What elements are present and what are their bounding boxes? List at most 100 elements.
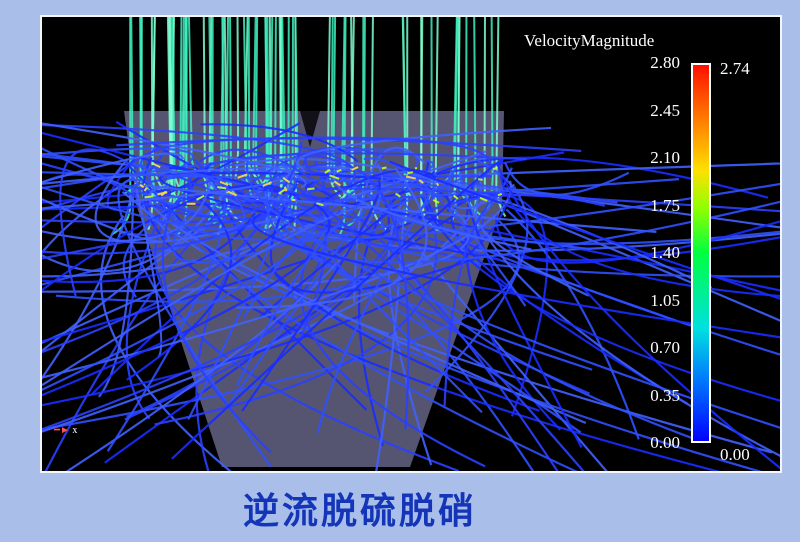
streamline-highlight: [196, 194, 205, 201]
streamline-highlight: [452, 194, 459, 200]
streamline-highlight: [282, 176, 291, 184]
streamline: [392, 173, 780, 245]
colorbar-tick: 1.75: [650, 195, 680, 215]
streamline: [251, 212, 780, 339]
streamline-highlight: [329, 174, 340, 180]
streamline: [236, 167, 428, 309]
streamline: [234, 157, 713, 289]
streamline: [296, 126, 552, 171]
streamline: [42, 199, 397, 431]
streamline: [278, 194, 483, 414]
streamline: [299, 209, 486, 468]
streamline: [42, 162, 332, 217]
streamline-highlight: [395, 192, 401, 198]
streamline: [117, 178, 272, 468]
streamline: [143, 159, 227, 218]
streamline: [235, 184, 445, 387]
streamline: [94, 150, 487, 244]
colorbar-tick: 0.35: [650, 385, 680, 405]
streamline: [171, 158, 504, 460]
axis-triad: ━► x: [54, 425, 78, 436]
streamline: [42, 181, 212, 242]
streamline: [42, 212, 256, 284]
streamline: [148, 185, 587, 425]
streamline-highlight: [262, 181, 272, 187]
streamline-highlight: [405, 175, 416, 180]
streamline-highlight: [479, 196, 488, 202]
colorbar-max-label: 2.74: [720, 59, 750, 78]
streamline: [42, 205, 372, 387]
streamline-highlight: [432, 199, 440, 204]
streamline: [159, 172, 501, 261]
streamline: [42, 122, 307, 189]
streamline-highlight: [144, 195, 154, 199]
streamline: [474, 198, 590, 297]
streamline: [154, 198, 438, 426]
streamline: [42, 165, 291, 210]
streamline-highlight: [407, 171, 414, 175]
streamline: [316, 178, 441, 433]
streamline: [42, 152, 184, 184]
streamline: [42, 147, 457, 237]
streamline: [325, 162, 780, 183]
streamline: [135, 188, 163, 358]
colorbar-min-label: 0.00: [720, 445, 750, 464]
streamline-highlight: [381, 166, 387, 170]
streamline-highlight: [160, 191, 167, 197]
streamline-highlight: [219, 180, 229, 187]
streamline-highlight: [492, 166, 499, 171]
streamline: [126, 192, 233, 381]
streamline-highlight: [497, 192, 503, 197]
streamline-highlight: [418, 179, 424, 184]
streamline-visualization: VelocityMagnitude 2.80 2.45 2.10 1.75 1.40 1.…: [40, 15, 782, 473]
streamline-highlight: [227, 190, 238, 197]
streamline: [505, 208, 640, 440]
streamline: [42, 169, 274, 354]
streamline: [332, 163, 532, 251]
streamline: [257, 198, 406, 320]
streamline: [224, 162, 618, 204]
streamline: [42, 159, 435, 286]
streamline: [42, 211, 435, 343]
streamline-highlight: [143, 187, 148, 192]
streamline: [140, 183, 657, 234]
streamline: [42, 211, 317, 391]
streamline: [275, 173, 585, 471]
vessel-notch: [300, 111, 320, 147]
streamline: [42, 175, 246, 230]
streamline-highlight: [336, 168, 342, 173]
streamline: [245, 160, 780, 429]
streamline: [42, 190, 227, 273]
streamline-highlight: [152, 162, 161, 169]
streamline: [42, 147, 194, 169]
streamline-plot: [42, 17, 780, 471]
streamline: [42, 180, 513, 379]
streamline: [144, 141, 303, 218]
streamline-highlight: [316, 202, 324, 207]
streamline: [188, 152, 527, 197]
streamline-highlight: [324, 168, 331, 174]
streamline: [142, 156, 721, 471]
streamline: [161, 208, 272, 454]
colorbar-tick: 1.05: [650, 290, 680, 310]
streamline-highlight: [351, 166, 359, 171]
streamline: [304, 154, 342, 175]
streamline: [98, 193, 135, 398]
caption: 逆流脱硫脱硝: [242, 491, 477, 532]
axis-x-label: x: [72, 425, 78, 436]
streamline: [42, 171, 451, 191]
streamline: [389, 160, 780, 300]
streamline: [265, 188, 780, 264]
colorbar-tick: 0.00: [650, 433, 680, 452]
streamline-highlight: [477, 178, 483, 181]
streamline: [495, 162, 780, 470]
colorbar-tick: 2.10: [650, 148, 680, 167]
colorbar-tick: 0.70: [650, 338, 680, 357]
streamline: [59, 148, 139, 297]
streamline: [242, 185, 363, 319]
colorbar-tick: 2.80: [650, 53, 680, 72]
colorbar-title: VelocityMagnitude: [524, 31, 655, 50]
colorbar-tick: 2.45: [650, 100, 680, 120]
streamline-highlight: [237, 173, 248, 179]
streamline: [499, 175, 780, 297]
